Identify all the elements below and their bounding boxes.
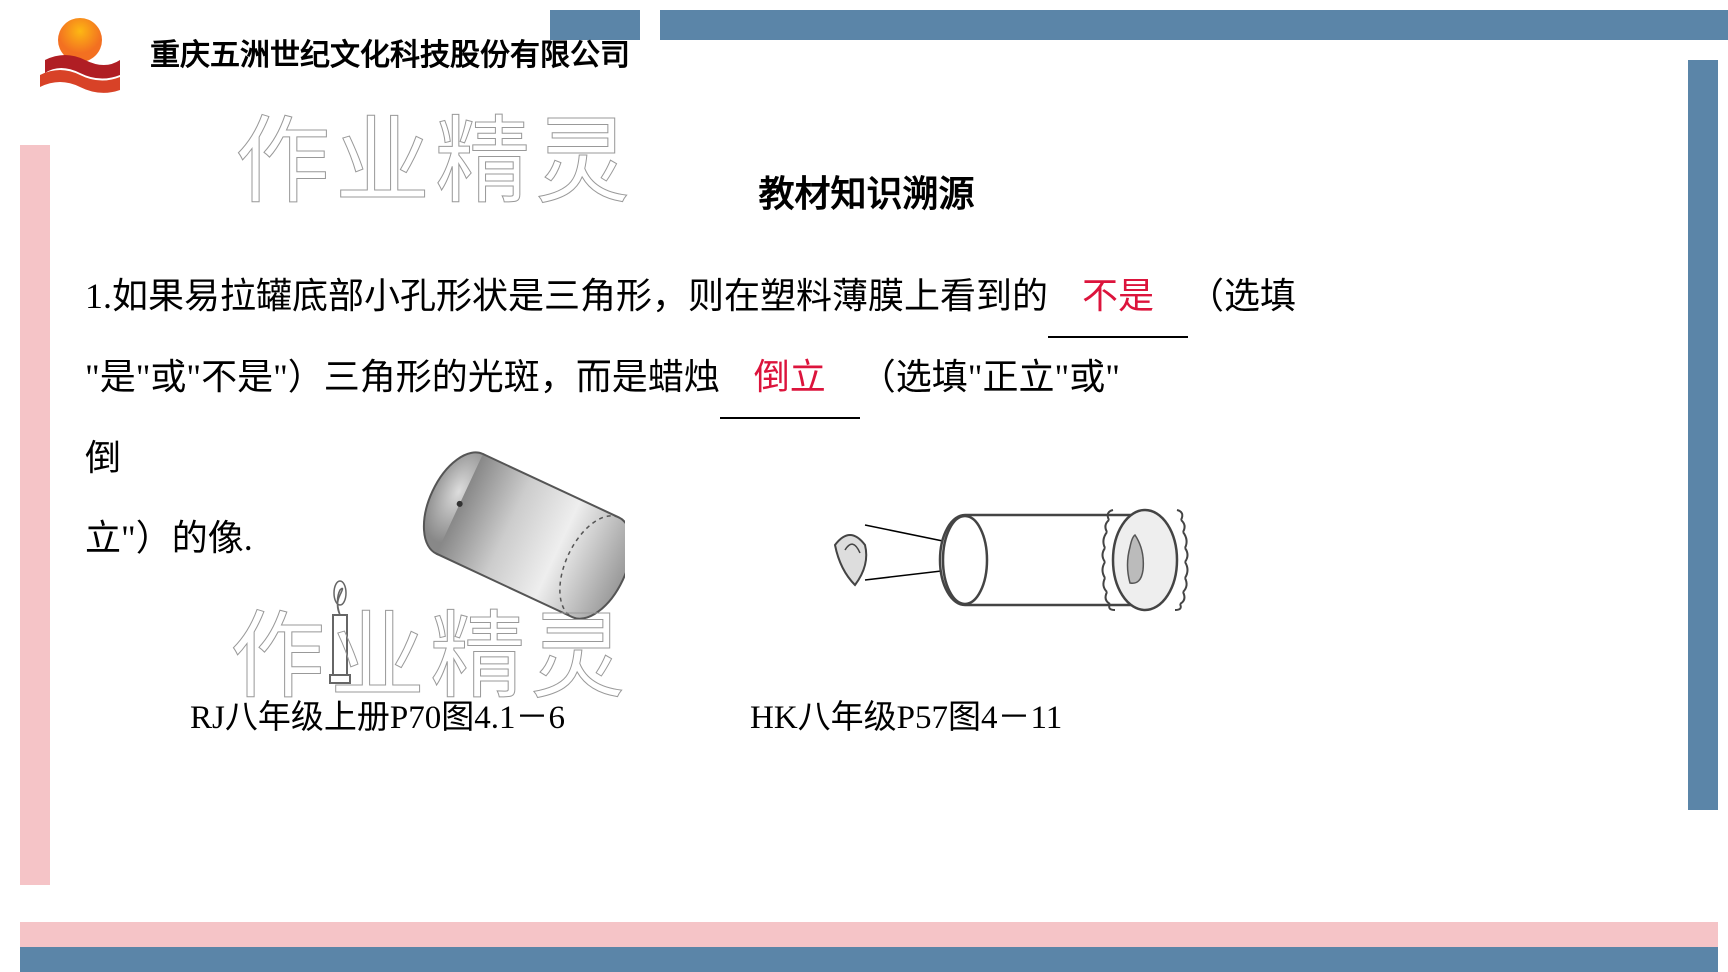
text-part3: "是"或"不是"）三角形的光斑，而是蜡烛: [85, 357, 720, 397]
text-part6: 立"）的像.: [85, 518, 253, 558]
text-part4: （选填"正立"或": [860, 357, 1120, 397]
text-part1: 如果易拉罐底部小孔形状是三角形，则在塑料薄膜上看到的: [112, 276, 1048, 316]
bottom-blue-decoration: [20, 947, 1718, 972]
right-sidebar-decoration: [1688, 60, 1718, 810]
caption-left: RJ八年级上册P70图4.1－6: [190, 690, 565, 738]
company-name: 重庆五洲世纪文化科技股份有限公司: [150, 30, 630, 74]
answer-blank-2: 倒立: [720, 338, 860, 419]
section-title: 教材知识溯源: [85, 165, 1648, 217]
answer-2: 倒立: [739, 357, 841, 397]
main-content: 教材知识溯源 1.如果易拉罐底部小孔形状是三角形，则在塑料薄膜上看到的不是 （选填…: [85, 165, 1648, 578]
question-text: 1.如果易拉罐底部小孔形状是三角形，则在塑料薄膜上看到的不是 （选填 "是"或"不…: [85, 257, 1648, 578]
question-number: 1.: [85, 276, 112, 316]
answer-1: 不是: [1067, 276, 1169, 316]
text-part5: 倒: [85, 438, 121, 478]
company-logo: [35, 15, 125, 95]
text-part2: （选填: [1188, 276, 1296, 316]
caption-right: HK八年级P57图4－11: [750, 690, 1062, 738]
left-sidebar-decoration: [20, 145, 50, 885]
answer-blank-1: 不是: [1048, 257, 1188, 338]
bottom-pink-decoration: [20, 922, 1718, 947]
header-decoration-right: [660, 10, 1728, 40]
